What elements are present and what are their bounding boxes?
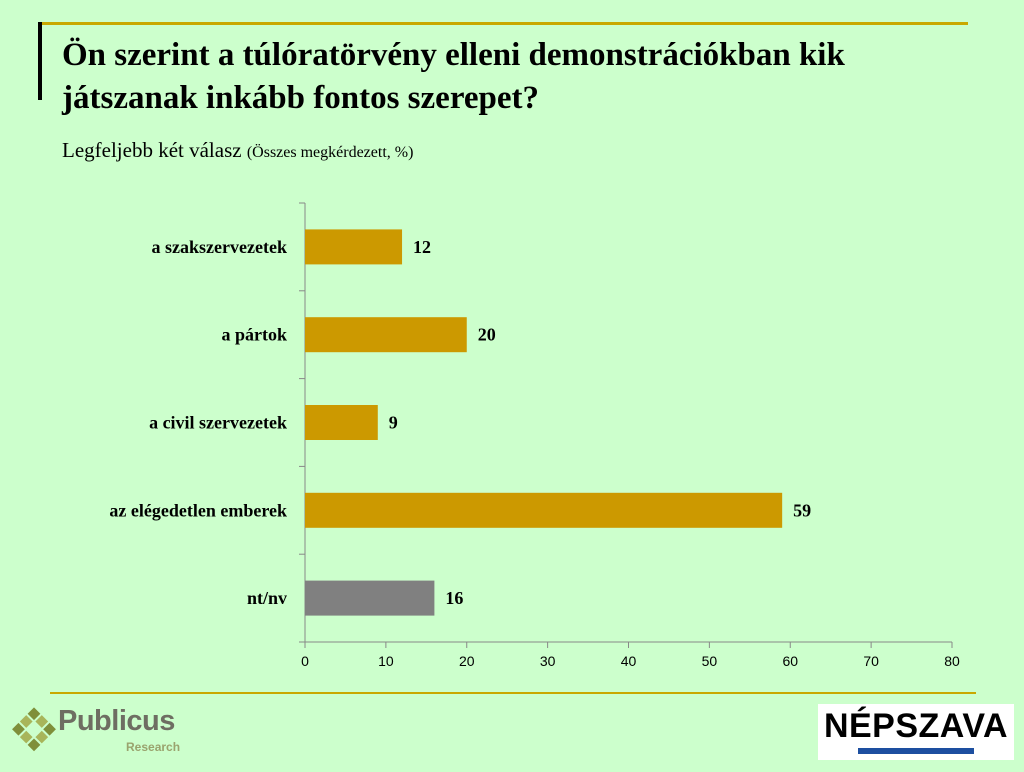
- bar: [305, 492, 783, 528]
- publicus-subtext: Research: [126, 740, 181, 754]
- x-tick-label: 10: [378, 653, 394, 669]
- x-tick-label: 60: [782, 653, 798, 669]
- category-label: nt/nv: [247, 588, 287, 608]
- publicus-wordmark: Publicus: [58, 705, 175, 737]
- data-label: 20: [478, 325, 496, 345]
- x-tick-label: 70: [863, 653, 879, 669]
- x-tick-label: 20: [459, 653, 475, 669]
- x-tick-label: 30: [540, 653, 556, 669]
- subtitle-note: (Összes megkérdezett, %): [246, 144, 414, 161]
- nepszava-wordmark: NÉPSZAVA: [823, 707, 1009, 745]
- nepszava-tagline-bar: [858, 748, 974, 754]
- x-tick-label: 40: [621, 653, 637, 669]
- data-label: 12: [413, 237, 431, 257]
- x-tick-label: 0: [301, 653, 309, 669]
- bar: [305, 229, 403, 265]
- data-label: 59: [793, 500, 811, 520]
- bar: [305, 405, 378, 440]
- x-tick-label: 50: [702, 653, 718, 669]
- data-label: 16: [445, 588, 463, 608]
- bar-chart: 0 10 20 30 40 50 60 70 80 a szakszervezetek 12 a pá…: [109, 202, 960, 669]
- subtitle-main: Legfeljebb két válasz: [62, 138, 242, 162]
- category-label: a civil szervezetek: [149, 413, 287, 433]
- category-label: a szakszervezetek: [152, 237, 287, 257]
- data-label: 9: [389, 413, 398, 433]
- publicus-logo: Publicus Research: [12, 705, 202, 760]
- category-label: a pártok: [221, 325, 287, 345]
- chart-title: Ön szerint a túlóratörvény elleni demons…: [62, 37, 845, 116]
- title-accent-bar: [38, 22, 42, 100]
- bar: [305, 317, 467, 353]
- chart-subtitle: Legfeljebb két válasz (Összes megkérdeze…: [62, 138, 413, 163]
- bar: [305, 580, 435, 616]
- bottom-rule: [50, 692, 976, 694]
- top-rule: [40, 22, 968, 25]
- nepszava-logo: NÉPSZAVA: [818, 704, 1014, 760]
- x-tick-label: 80: [944, 653, 960, 669]
- category-label: az elégedetlen emberek: [109, 500, 287, 520]
- publicus-diamond-icon: [12, 707, 56, 752]
